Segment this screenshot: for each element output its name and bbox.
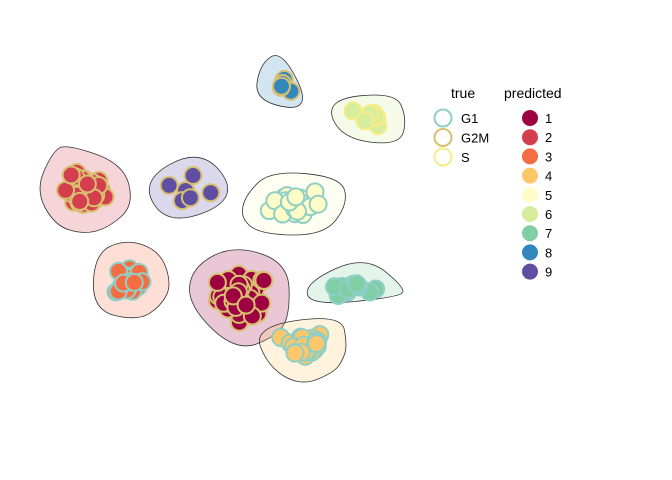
legend-predicted-label-5: 5 xyxy=(545,188,552,203)
data-point xyxy=(254,271,274,290)
data-point xyxy=(286,187,306,207)
data-point xyxy=(124,272,144,292)
data-point xyxy=(272,76,291,96)
data-point xyxy=(347,274,367,294)
cluster-point-layer xyxy=(56,69,388,366)
legend-predicted-label-4: 4 xyxy=(545,169,552,184)
data-point xyxy=(70,191,90,211)
data-point xyxy=(77,174,97,194)
legend-predicted-key-4 xyxy=(521,166,539,185)
legend-predicted-key-8 xyxy=(521,243,539,262)
legend-true-key-g1 xyxy=(433,108,453,128)
legend-predicted-label-9: 9 xyxy=(545,265,552,280)
legend-true-key-g2m xyxy=(433,128,453,147)
data-point xyxy=(201,183,221,203)
legend-predicted-key-9 xyxy=(521,262,539,281)
legend-true-title: true xyxy=(451,85,475,101)
legend-predicted-key-6 xyxy=(521,205,539,223)
legend-predicted-key-3 xyxy=(521,147,539,166)
legend-true: true G1 G2M S xyxy=(433,85,489,167)
legend-predicted-key-2 xyxy=(521,128,539,147)
legend-true-key-s xyxy=(433,147,453,167)
legend-predicted-key-1 xyxy=(521,109,539,127)
data-point xyxy=(308,194,328,214)
legend-true-label-s: S xyxy=(461,150,470,165)
data-point xyxy=(223,286,243,306)
legend-predicted-label-1: 1 xyxy=(545,111,552,126)
data-point xyxy=(207,272,227,292)
legend-predicted-label-7: 7 xyxy=(545,226,552,241)
data-point xyxy=(306,334,326,353)
legend-true-label-g1: G1 xyxy=(461,111,478,126)
legend-predicted-label-2: 2 xyxy=(545,130,552,145)
data-point xyxy=(180,188,200,208)
data-point xyxy=(236,295,256,315)
legend-true-label-g2m: G2M xyxy=(461,131,489,146)
legend-predicted-label-8: 8 xyxy=(545,245,552,260)
legend-predicted-key-7 xyxy=(521,224,539,243)
legend-predicted: predicted 1 2 3 4 5 6 7 8 9 xyxy=(504,85,562,281)
legend-predicted-label-3: 3 xyxy=(545,149,552,164)
data-point xyxy=(159,175,179,195)
data-point xyxy=(61,165,81,185)
legend-predicted-key-5 xyxy=(521,185,539,204)
legend-predicted-title: predicted xyxy=(504,85,562,101)
data-point xyxy=(285,343,305,363)
data-point xyxy=(183,166,203,185)
legend-predicted-label-6: 6 xyxy=(545,207,552,222)
data-point xyxy=(355,111,375,131)
